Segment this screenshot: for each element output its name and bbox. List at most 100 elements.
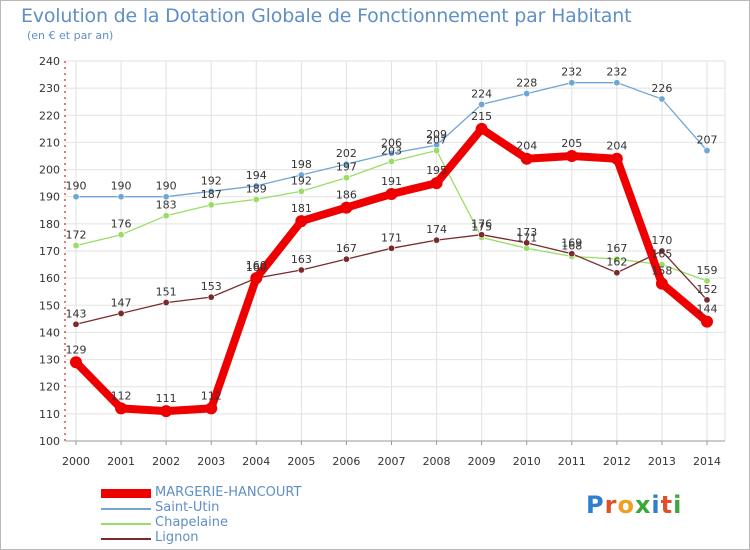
data-label: 187 [201, 188, 222, 201]
legend-label: Lignon [155, 530, 199, 545]
data-label: 195 [426, 164, 447, 177]
x-tick-label: 2003 [197, 455, 225, 468]
data-point [568, 250, 576, 258]
y-tick-label: 130 [39, 354, 60, 367]
x-tick-label: 2001 [107, 455, 135, 468]
y-tick-label: 150 [39, 299, 60, 312]
x-tick-label: 2013 [648, 455, 676, 468]
data-label: 112 [201, 389, 222, 402]
data-label: 209 [426, 128, 447, 141]
data-point [613, 255, 621, 263]
data-point [117, 193, 125, 201]
data-label: 207 [697, 134, 718, 147]
data-label: 160 [246, 259, 267, 272]
data-point [162, 212, 170, 220]
x-tick-label: 2010 [513, 455, 541, 468]
chart-title: Evolution de la Dotation Globale de Fonc… [21, 5, 632, 27]
data-label: 176 [111, 218, 132, 231]
data-label: 198 [291, 158, 312, 171]
data-label: 232 [606, 66, 627, 79]
data-point [475, 122, 488, 135]
data-point [433, 236, 441, 244]
data-label: 228 [516, 77, 537, 90]
y-tick-label: 230 [39, 82, 60, 95]
data-label: 153 [201, 280, 222, 293]
data-point [433, 147, 441, 155]
data-point [342, 255, 350, 263]
data-label: 207 [426, 134, 447, 147]
data-point [295, 215, 308, 228]
data-label: 206 [381, 136, 402, 149]
y-tick-label: 100 [39, 435, 60, 448]
x-tick-label: 2004 [242, 455, 270, 468]
logo-letter: i [651, 491, 661, 519]
data-label: 169 [561, 237, 582, 250]
data-label: 170 [651, 234, 672, 247]
data-point [342, 160, 350, 168]
data-label: 173 [516, 226, 537, 239]
y-tick-label: 220 [39, 109, 60, 122]
y-tick-label: 160 [39, 272, 60, 285]
data-label: 158 [651, 265, 672, 278]
data-label: 183 [156, 199, 177, 212]
data-point [162, 193, 170, 201]
x-tick-label: 2008 [423, 455, 451, 468]
proxiti-logo: Proxiti [586, 491, 682, 519]
legend-label: Saint-Utin [155, 500, 220, 515]
data-point [658, 95, 666, 103]
data-label: 202 [336, 147, 357, 160]
data-point [613, 79, 621, 87]
data-label: 168 [561, 239, 582, 252]
data-label: 190 [156, 180, 177, 193]
data-label: 191 [381, 175, 402, 188]
data-label: 165 [651, 248, 672, 261]
data-label: 181 [291, 202, 312, 215]
data-point [523, 239, 531, 247]
data-point [565, 150, 578, 162]
data-point [478, 100, 486, 108]
x-tick-label: 2009 [468, 455, 496, 468]
data-label: 204 [516, 140, 537, 153]
logo-letter: r [604, 491, 618, 519]
data-point [252, 182, 260, 190]
x-tick-label: 2000 [62, 455, 90, 468]
legend-swatch [101, 489, 151, 498]
data-point [297, 187, 305, 195]
data-label: 226 [651, 82, 672, 95]
data-point [387, 244, 395, 252]
data-point [117, 309, 125, 317]
logo-letter: i [673, 491, 683, 519]
data-point [703, 296, 711, 304]
data-point [297, 171, 305, 179]
x-tick-label: 2014 [693, 455, 721, 468]
data-label: 189 [246, 182, 267, 195]
data-label: 111 [156, 392, 177, 405]
data-point [342, 174, 350, 182]
series [70, 79, 713, 418]
data-label: 176 [471, 218, 492, 231]
data-point [610, 152, 623, 165]
data-point [70, 356, 82, 369]
data-label: 190 [66, 180, 87, 193]
data-label: 192 [201, 174, 222, 187]
data-label: 159 [697, 264, 718, 277]
logo-letter: x [634, 491, 652, 519]
legend-swatch [101, 523, 151, 525]
x-tick-label: 2007 [378, 455, 406, 468]
logo-letter: t [660, 491, 674, 519]
data-label: 224 [471, 87, 492, 100]
data-point [72, 242, 80, 250]
data-label: 151 [156, 286, 177, 299]
y-tick-label: 140 [39, 326, 60, 339]
data-point [252, 195, 260, 203]
data-point [520, 152, 533, 165]
data-point [703, 147, 711, 155]
x-tick-label: 2006 [332, 455, 360, 468]
data-label: 205 [561, 137, 582, 150]
data-point [523, 90, 531, 98]
data-point [385, 188, 398, 200]
legend-swatch [101, 508, 151, 510]
data-label: 167 [606, 242, 627, 255]
